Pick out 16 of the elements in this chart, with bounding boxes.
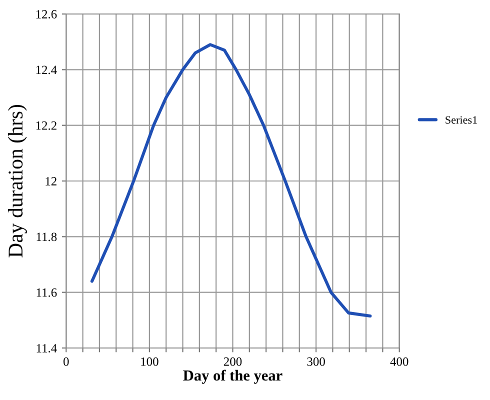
legend-label: Series1	[446, 116, 477, 124]
x-tick-label: 100	[141, 357, 158, 366]
y-tick-label: 12.4	[36, 66, 57, 74]
x-tick-label: 200	[224, 357, 242, 366]
x-tick-label: 300	[307, 357, 325, 366]
y-tick-label: 12.2	[36, 121, 56, 130]
y-tick-label: 11.4	[36, 344, 57, 353]
y-tick-label: 12	[46, 177, 56, 186]
x-axis-title: Day of the year	[183, 370, 282, 384]
y-tick-label: 11.6	[36, 288, 57, 297]
line-series	[90, 43, 372, 318]
x-tick-label: 0	[64, 357, 69, 366]
y-tick-label: 12.6	[36, 10, 57, 19]
x-tick-label: 400	[390, 357, 408, 366]
y-tick-label: 11.8	[36, 232, 57, 242]
y-axis-title: Day duration (hrs)	[8, 104, 27, 258]
